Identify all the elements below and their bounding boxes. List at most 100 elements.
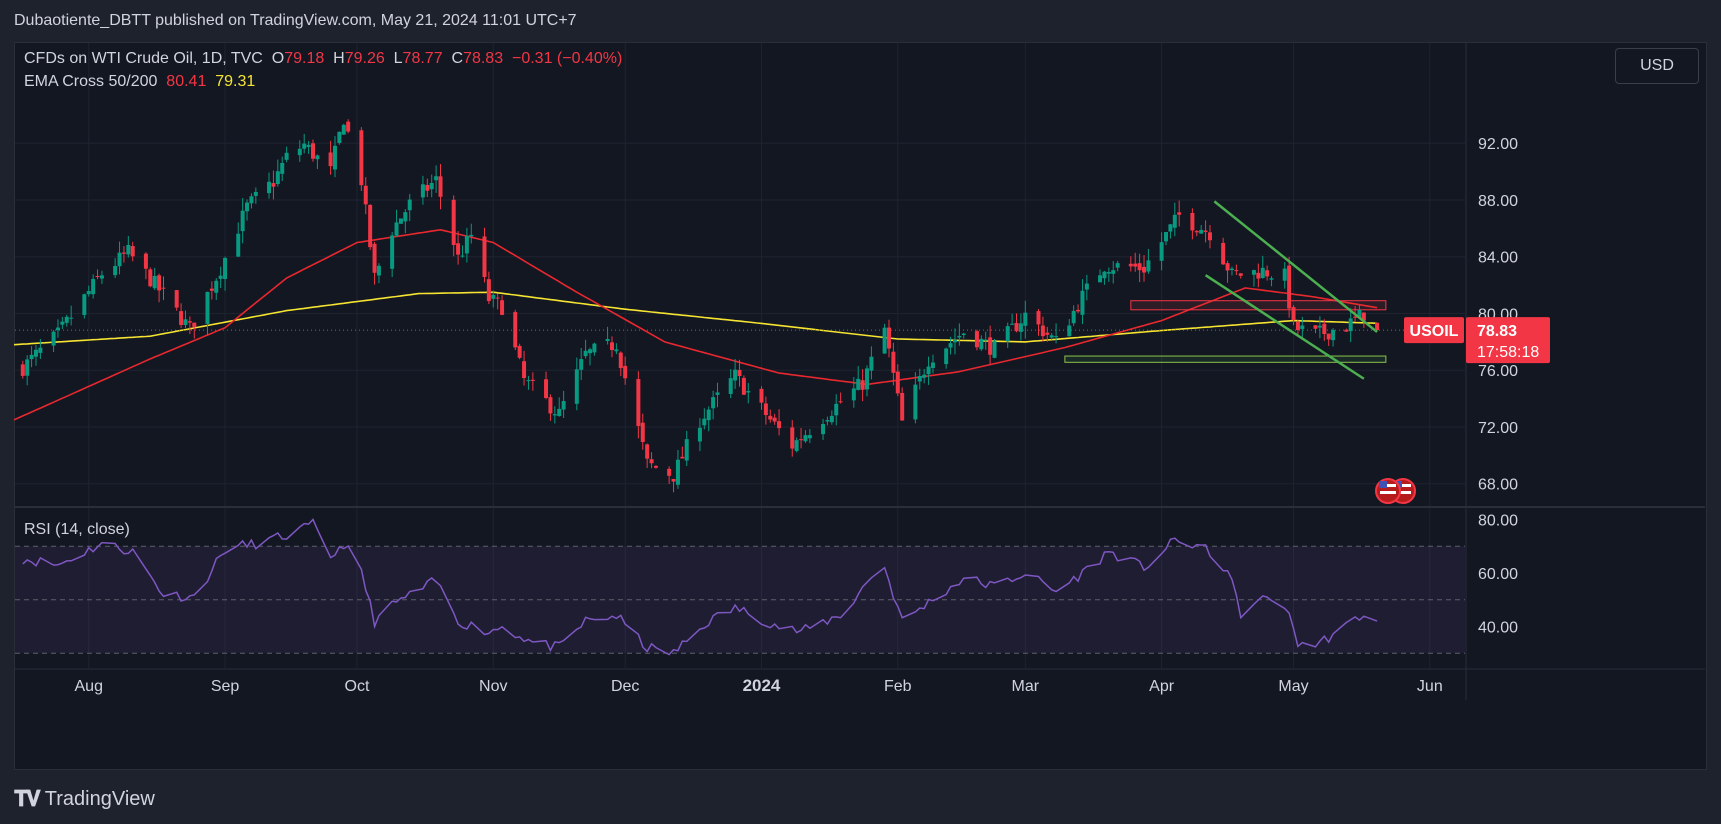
candle-body bbox=[1317, 325, 1322, 328]
candle-body bbox=[974, 331, 979, 348]
candle-body bbox=[886, 327, 891, 349]
candle-body bbox=[574, 369, 579, 404]
candle-body bbox=[429, 182, 434, 190]
candle-body bbox=[728, 378, 733, 394]
candle-body bbox=[671, 478, 676, 482]
candle-body bbox=[992, 341, 997, 358]
candle-body bbox=[284, 152, 289, 160]
ema-legend: EMA Cross 50/200 80.41 79.31 bbox=[24, 73, 255, 91]
candle-body bbox=[702, 418, 707, 426]
candle-body bbox=[605, 339, 610, 342]
candle-body bbox=[746, 391, 751, 393]
candle-body bbox=[891, 351, 896, 373]
candle-body bbox=[223, 257, 228, 280]
symbol-tag-text: USOIL bbox=[1410, 323, 1459, 340]
symbol-tag bbox=[1404, 317, 1464, 344]
candle-body bbox=[592, 343, 597, 353]
channel-upper-line bbox=[1213, 200, 1378, 333]
candle-body bbox=[1269, 278, 1274, 280]
footer-brand[interactable]: 𝐓𝐕 TradingView bbox=[14, 784, 155, 814]
candle-body bbox=[1295, 321, 1300, 330]
candle-body bbox=[60, 321, 65, 325]
chart-panel[interactable] bbox=[14, 42, 1707, 770]
candle-body bbox=[737, 369, 742, 377]
candle-body bbox=[33, 349, 38, 357]
ema200-line bbox=[13, 291, 1378, 346]
candle-body bbox=[1190, 212, 1195, 231]
candle-body bbox=[777, 421, 782, 429]
close-label: C bbox=[451, 50, 464, 67]
candle-body bbox=[218, 275, 223, 279]
candle-body bbox=[183, 319, 188, 326]
candle-body bbox=[152, 275, 157, 289]
candle-body bbox=[869, 356, 874, 371]
candle-body bbox=[495, 297, 500, 299]
candle-body bbox=[1005, 326, 1010, 342]
candle-body bbox=[825, 420, 830, 422]
time-axis-label: May bbox=[1278, 678, 1308, 695]
candle-body bbox=[1076, 309, 1081, 312]
candle-body bbox=[341, 124, 346, 135]
candle-body bbox=[438, 176, 443, 197]
time-axis-label: Aug bbox=[75, 678, 103, 695]
candle-body bbox=[29, 354, 34, 360]
currency-button[interactable]: USD bbox=[1615, 48, 1699, 84]
candle-body bbox=[1036, 311, 1041, 325]
time-axis-label: Apr bbox=[1149, 678, 1175, 695]
candle-body bbox=[69, 317, 74, 319]
flag-stripe bbox=[1395, 484, 1411, 487]
candle-body bbox=[398, 218, 403, 224]
candle-body bbox=[526, 380, 531, 382]
candle-body bbox=[482, 236, 487, 277]
candle-body bbox=[306, 144, 311, 147]
candle-body bbox=[1142, 266, 1147, 273]
candle-body bbox=[192, 322, 197, 327]
candle-body bbox=[1251, 270, 1256, 275]
candle-body bbox=[834, 403, 839, 416]
symbol-line: CFDs on WTI Crude Oil, 1D, TVC bbox=[24, 50, 263, 67]
candle-body bbox=[64, 316, 69, 323]
candle-body bbox=[236, 233, 241, 257]
ema-label: EMA Cross 50/200 bbox=[24, 73, 158, 90]
flag-stripe bbox=[1380, 491, 1396, 494]
flag-canton bbox=[1379, 481, 1387, 488]
candle-body bbox=[1010, 323, 1015, 325]
candle-body bbox=[275, 171, 280, 185]
candle-body bbox=[882, 327, 887, 354]
open-label: O bbox=[271, 50, 285, 67]
candle-body bbox=[618, 352, 623, 369]
candle-body bbox=[917, 375, 922, 382]
candle-body bbox=[1322, 323, 1327, 335]
candle-body bbox=[1234, 270, 1239, 272]
candle-body bbox=[117, 252, 122, 267]
candle-body bbox=[315, 155, 320, 160]
candle-body bbox=[310, 143, 315, 159]
candle-body bbox=[253, 191, 258, 196]
candle-body bbox=[451, 199, 456, 245]
candle-body bbox=[486, 279, 491, 302]
candle-body bbox=[372, 243, 377, 273]
close-value: 78.83 bbox=[463, 50, 504, 67]
candle-body bbox=[25, 359, 30, 376]
published-text: Dubaotiente_DBTT published on TradingVie… bbox=[14, 12, 577, 29]
candle-body bbox=[1344, 329, 1349, 332]
candle-body bbox=[1014, 322, 1019, 332]
candle-body bbox=[653, 465, 658, 468]
candle-body bbox=[1115, 263, 1120, 268]
candle-body bbox=[1221, 242, 1226, 265]
candle-body bbox=[1357, 309, 1362, 318]
change-value: −0.31 (−0.40%) bbox=[511, 50, 623, 67]
published-header: Dubaotiente_DBTT published on TradingVie… bbox=[0, 0, 1721, 42]
candle-body bbox=[143, 253, 148, 269]
time-axis-label: Nov bbox=[479, 678, 507, 695]
candle-body bbox=[548, 397, 553, 414]
candle-body bbox=[1084, 283, 1089, 290]
rsi-axis-label: 60.00 bbox=[1478, 566, 1518, 583]
price-tag-countdown: 17:58:18 bbox=[1477, 344, 1539, 361]
candle-body bbox=[803, 435, 808, 442]
candle-body bbox=[829, 415, 834, 423]
candle-body bbox=[952, 339, 957, 343]
candle-body bbox=[1177, 212, 1182, 215]
candle-body bbox=[636, 379, 641, 426]
